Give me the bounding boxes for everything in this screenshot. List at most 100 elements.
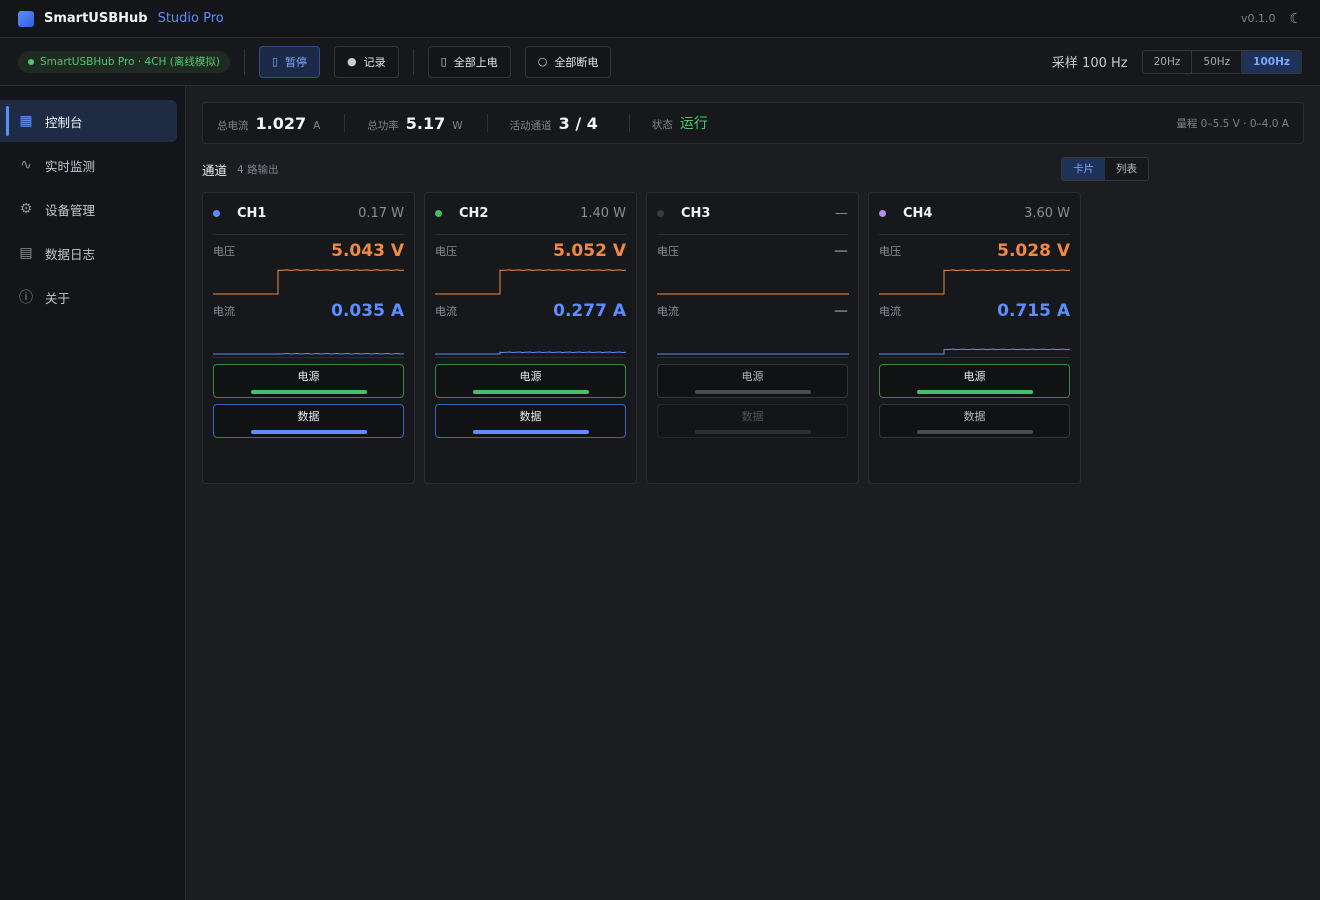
current-sparkline bbox=[213, 353, 405, 355]
current-sparkline bbox=[435, 351, 627, 355]
status-label: 状态 bbox=[651, 119, 673, 131]
power-toggle[interactable]: 电源 bbox=[213, 364, 404, 398]
voltage-label: 电压 bbox=[879, 245, 901, 258]
power-toggle-bar bbox=[694, 390, 811, 394]
data-toggle-bar bbox=[250, 430, 367, 434]
rate-20hz[interactable]: 20Hz bbox=[1142, 50, 1193, 73]
data-toggle[interactable]: 数据 bbox=[879, 404, 1070, 438]
current-value: — bbox=[834, 303, 848, 319]
current-trace-line bbox=[879, 348, 1071, 355]
power-all-off-label: 全部断电 bbox=[554, 55, 599, 69]
sidebar-item-console[interactable]: ▦ 控制台 bbox=[0, 100, 177, 142]
view-list-button[interactable]: 列表 bbox=[1105, 158, 1148, 180]
power-toggle-label: 电源 bbox=[519, 370, 542, 383]
channel-status-dot bbox=[435, 210, 442, 217]
sample-rate-label: 采样 100 Hz bbox=[1051, 56, 1128, 71]
rate-50hz[interactable]: 50Hz bbox=[1192, 50, 1243, 73]
power-toggle-bar bbox=[472, 390, 589, 394]
voltage-sparkline bbox=[213, 269, 405, 295]
summary-bar: 总电流 1.027 A 总功率 5.17 W 活动通道 3 / 4 状态 运行 … bbox=[202, 102, 1304, 144]
current-label: 电流 bbox=[435, 305, 457, 318]
info-icon: ⓘ bbox=[19, 290, 33, 306]
power-on-icon: ▯ bbox=[440, 55, 447, 68]
power-all-on-label: 全部上电 bbox=[453, 55, 498, 69]
channel-power: 0.17 W bbox=[358, 206, 404, 221]
log-icon: ▤ bbox=[19, 245, 33, 261]
pause-label: 暂停 bbox=[285, 55, 308, 69]
sidebar-item-about[interactable]: ⓘ 关于 bbox=[0, 276, 177, 318]
channel-name: CH4 bbox=[903, 206, 933, 221]
channel-card-ch2: CH2 1.40 W 电压 5.052 V 电流 0.277 A 电源 数据 bbox=[424, 192, 637, 484]
view-card-button[interactable]: 卡片 bbox=[1062, 158, 1105, 180]
rate-100hz[interactable]: 100Hz bbox=[1242, 50, 1301, 73]
channel-status-dot bbox=[879, 210, 886, 217]
pause-button[interactable]: ▯ 暂停 bbox=[258, 45, 321, 78]
wave-icon: ∿ bbox=[20, 157, 32, 173]
status-value: 运行 bbox=[679, 116, 708, 132]
voltage-trace-line bbox=[213, 269, 405, 295]
sidebar-item-label: 关于 bbox=[45, 290, 71, 306]
sidebar-item-label: 设备管理 bbox=[45, 202, 96, 218]
voltage-sparkline bbox=[435, 269, 627, 295]
data-toggle[interactable]: 数据 bbox=[213, 404, 404, 438]
power-toggle[interactable]: 电源 bbox=[657, 364, 848, 398]
voltage-value: 5.052 V bbox=[553, 241, 626, 261]
sidebar-item-label: 数据日志 bbox=[45, 246, 96, 262]
card-divider bbox=[879, 357, 1070, 358]
voltage-trace-line bbox=[435, 269, 627, 295]
power-toggle[interactable]: 电源 bbox=[879, 364, 1070, 398]
current-row: 电流 — bbox=[657, 295, 848, 327]
channel-header: CH3 — bbox=[657, 193, 848, 235]
channel-header: CH1 0.17 W bbox=[213, 193, 404, 235]
data-toggle[interactable]: 数据 bbox=[435, 404, 626, 438]
view-toggle: 卡片 列表 bbox=[1061, 157, 1149, 181]
app-edition: Studio Pro bbox=[157, 11, 224, 26]
current-label: 电流 bbox=[213, 305, 235, 318]
power-toggle-bar bbox=[250, 390, 367, 394]
channel-name: CH3 bbox=[681, 206, 711, 221]
power-toggle[interactable]: 电源 bbox=[435, 364, 626, 398]
moon-icon[interactable]: ☾ bbox=[1289, 10, 1302, 27]
power-all-off-button[interactable]: ○ 全部断电 bbox=[524, 45, 612, 78]
active-channels: 活动通道 3 / 4 bbox=[510, 114, 605, 133]
sidebar-item-logs[interactable]: ▤ 数据日志 bbox=[0, 232, 177, 274]
record-label: 记录 bbox=[363, 55, 386, 69]
voltage-label: 电压 bbox=[213, 245, 235, 258]
voltage-row: 电压 — bbox=[657, 235, 848, 267]
sample-rate-selector: 20Hz 50Hz 100Hz bbox=[1141, 49, 1302, 74]
total-current-label: 总电流 bbox=[217, 119, 249, 132]
toolbar-divider bbox=[243, 48, 245, 75]
channels-subtitle: 4 路输出 bbox=[237, 163, 279, 176]
voltage-sparkline bbox=[657, 293, 849, 295]
active-channels-label: 活动通道 bbox=[509, 119, 552, 132]
channel-status-dot bbox=[213, 210, 220, 217]
sidebar-item-devices[interactable]: ⚙ 设备管理 bbox=[0, 188, 177, 230]
total-power-label: 总功率 bbox=[367, 119, 399, 132]
channel-name: CH2 bbox=[459, 206, 489, 221]
title-bar: SmartUSBHub Studio Pro v0.1.0 ☾ bbox=[0, 0, 1320, 38]
channel-name: CH1 bbox=[237, 206, 267, 221]
voltage-trace-line bbox=[879, 269, 1071, 295]
channel-power: 1.40 W bbox=[580, 206, 626, 221]
sidebar-item-monitor[interactable]: ∿ 实时监测 bbox=[0, 144, 177, 186]
data-toggle-label: 数据 bbox=[741, 410, 764, 423]
voltage-row: 电压 5.043 V bbox=[213, 235, 404, 267]
channel-power: 3.60 W bbox=[1024, 206, 1070, 221]
channel-card-ch1: CH1 0.17 W 电压 5.043 V 电流 0.035 A 电源 数据 bbox=[202, 192, 415, 484]
channel-card-ch4: CH4 3.60 W 电压 5.028 V 电流 0.715 A 电源 数据 bbox=[868, 192, 1081, 484]
channel-cards: CH1 0.17 W 电压 5.043 V 电流 0.035 A 电源 数据 C… bbox=[202, 192, 1081, 484]
status-dot bbox=[28, 58, 34, 65]
current-row: 电流 0.715 A bbox=[879, 295, 1070, 327]
power-toggle-label: 电源 bbox=[963, 370, 986, 383]
gear-icon: ⚙ bbox=[19, 201, 33, 217]
power-all-on-button[interactable]: ▯ 全部上电 bbox=[427, 45, 511, 78]
channels-title: 通道 bbox=[202, 162, 228, 178]
voltage-row: 电压 5.028 V bbox=[879, 235, 1070, 267]
power-toggle-label: 电源 bbox=[741, 370, 764, 383]
record-button[interactable]: ● 记录 bbox=[334, 45, 399, 78]
data-toggle[interactable]: 数据 bbox=[657, 404, 848, 438]
sidebar: ▦ 控制台 ∿ 实时监测 ⚙ 设备管理 ▤ 数据日志 ⓘ 关于 bbox=[0, 86, 186, 900]
voltage-sparkline bbox=[879, 269, 1071, 295]
power-toggle-label: 电源 bbox=[297, 370, 320, 383]
app-logo bbox=[18, 10, 34, 27]
